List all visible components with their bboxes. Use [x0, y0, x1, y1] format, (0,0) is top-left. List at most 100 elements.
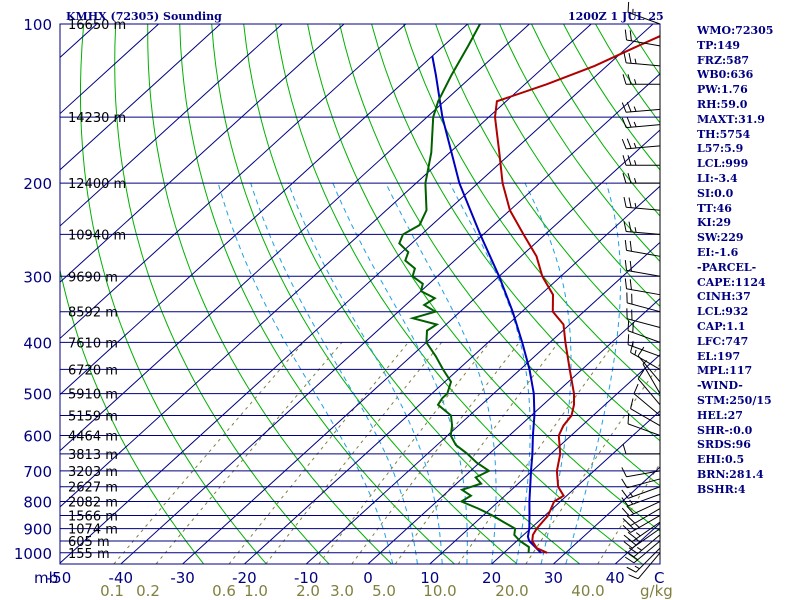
wind-barb-flag: [637, 369, 645, 380]
wind-barb-flag: [621, 478, 628, 489]
wind-barb: [623, 521, 661, 543]
wind-barb-flag: [622, 155, 627, 166]
background-lines: [60, 24, 660, 564]
dry-adiabat: [114, 24, 330, 564]
index-item: CAPE:1124: [697, 275, 766, 289]
dry-adiabat: [80, 24, 267, 564]
mixing-ratio-label: 0.2: [136, 582, 160, 600]
wind-barb-flag: [623, 52, 627, 64]
temperature-tick-label: 20: [482, 569, 501, 587]
wind-barb: [621, 501, 661, 517]
wind-barb-flag: [626, 117, 632, 128]
wind-barb: [627, 320, 661, 343]
wind-barb-flag: [626, 138, 632, 149]
index-item: STM:250/15: [697, 393, 772, 407]
wind-barb-flag: [624, 556, 635, 564]
height-label: 10940 m: [68, 228, 126, 243]
wind-barb-staff: [637, 378, 661, 406]
temperature-tick-label: -40: [109, 569, 134, 587]
index-item: SRDS:96: [697, 438, 751, 452]
dewpoint-line: [398, 24, 530, 553]
wind-barb: [627, 334, 661, 357]
wind-barb: [626, 292, 661, 313]
wind-barb-flag: [629, 492, 634, 497]
moist-adiabat: [524, 182, 572, 564]
wind-barb-flag: [627, 413, 630, 424]
pressure-tick-label: 500: [23, 386, 52, 404]
wind-barb-staff: [633, 534, 661, 558]
wind-barb-staff: [626, 108, 661, 113]
wind-barb-staff: [626, 269, 661, 277]
isotherm: [60, 24, 530, 452]
wind-barb-staff: [627, 423, 661, 436]
index-item: WB0:636: [697, 68, 754, 82]
temperature-tick-label: 30: [544, 569, 563, 587]
height-label: 9690 m: [68, 270, 118, 285]
wind-barb-flag: [630, 398, 634, 409]
wind-barb-flag: [621, 138, 627, 150]
pressure-unit-label: mb: [34, 569, 58, 587]
wind-barbs: [621, 1, 661, 580]
wind-barb: [621, 467, 661, 478]
wind-barb-staff: [626, 288, 661, 296]
dry-adiabat: [467, 24, 660, 308]
isotherm: [305, 241, 660, 564]
height-label: 8592 m: [68, 306, 118, 321]
mixing-ratio-label: 3.0: [330, 582, 354, 600]
wind-barb-flag: [626, 515, 636, 524]
index-item: BRN:281.4: [697, 467, 764, 481]
sounding-profiles: [398, 24, 660, 554]
wind-barb-flag: [635, 532, 641, 537]
index-item: TH:5754: [697, 127, 751, 141]
wind-barb-flag: [634, 178, 637, 184]
wind-barb-flag: [632, 321, 634, 333]
wind-barb: [627, 413, 661, 436]
wind-barb-flag: [622, 524, 631, 533]
dry-adiabat: [147, 24, 393, 564]
wind-barb-staff: [633, 393, 661, 416]
wind-barb-flag: [624, 550, 635, 558]
wind-barb-flag: [629, 499, 634, 505]
wind-barb-staff: [628, 501, 661, 517]
index-item: WMO:72305: [697, 24, 774, 37]
isotherm: [60, 24, 592, 508]
height-label: 6720 m: [68, 363, 118, 378]
isotherm: [60, 24, 407, 340]
isotherm: [429, 354, 660, 564]
pressure-tick-label: 100: [23, 16, 52, 34]
wind-barb-flag: [627, 1, 630, 13]
index-item: TT:46: [697, 201, 732, 215]
index-item: EI:-1.6: [697, 245, 739, 259]
index-item: SW:229: [697, 231, 744, 245]
wind-barb-staff: [626, 470, 661, 478]
wind-barb-flag: [624, 259, 628, 271]
temperature-tick-label: 0: [363, 569, 373, 587]
wind-barb-flag: [624, 239, 628, 251]
dry-adiabat: [60, 267, 205, 564]
index-item: MPL:117: [697, 364, 753, 378]
index-item: EHI:0.5: [697, 453, 745, 467]
wind-barb: [621, 486, 661, 499]
index-item: FRZ:587: [697, 53, 750, 67]
height-label: 605 m: [68, 535, 110, 550]
wind-barb-flag: [623, 541, 633, 549]
wind-barb: [630, 398, 661, 427]
plot-frame: [59, 23, 661, 565]
height-label: 5159 m: [68, 410, 118, 425]
mixing-ratio-line: [525, 363, 660, 564]
index-item: LCL:999: [697, 157, 749, 171]
temperature-line: [493, 35, 660, 554]
wind-barb: [623, 528, 661, 549]
wind-barb-flag: [627, 531, 637, 540]
temperature-tick-label: -50: [47, 569, 72, 587]
pressure-tick-label: 800: [23, 494, 52, 512]
index-item: CAP:1.1: [697, 319, 746, 333]
mixing-ratio-label: 5.0: [372, 582, 396, 600]
isotherm: [60, 24, 345, 283]
moist-adiabat: [385, 182, 497, 564]
mixing-ratio-label: 10.0: [423, 582, 456, 600]
wind-barb: [621, 138, 661, 150]
wind-barb-staff: [626, 39, 661, 47]
mixing-ratio-line: [265, 342, 442, 564]
